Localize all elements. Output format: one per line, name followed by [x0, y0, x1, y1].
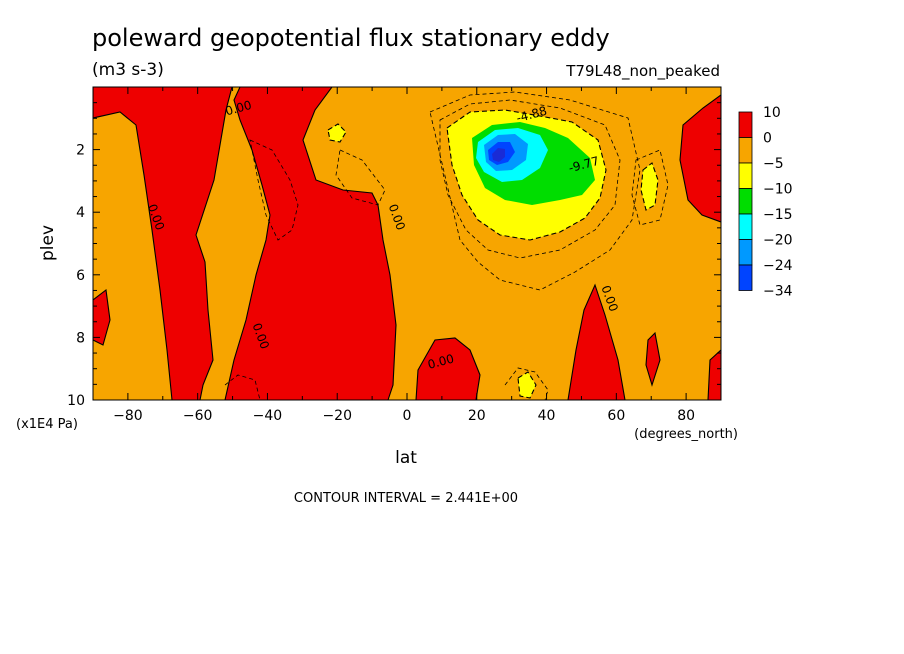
neg-contour-outline-3 — [327, 123, 347, 143]
x-tick-label: −40 — [253, 408, 283, 424]
x-tick-label: −80 — [113, 408, 143, 424]
zero-contour-1 — [93, 87, 233, 400]
neg-contour-outline-1 — [446, 109, 607, 241]
legend-swatch-2 — [738, 137, 753, 164]
neg-contour-outline-2 — [640, 162, 659, 211]
dashed-contour-5 — [631, 149, 669, 226]
legend-swatch-6 — [738, 239, 753, 266]
positive-region-high-lat — [680, 95, 721, 222]
x-tick-label: −20 — [322, 408, 352, 424]
run-label: T79L48_non_peaked — [565, 62, 720, 81]
negative-pocket-west — [328, 124, 346, 142]
positive-region-small — [646, 333, 660, 385]
positive-region-equator — [416, 338, 480, 400]
y-axis-units: (x1E4 Pa) — [16, 417, 78, 432]
positive-region-low-lat — [568, 285, 625, 400]
zero-contour-6 — [93, 288, 111, 346]
contour-labels: 0.000.00 0.000.000.000.00-4.88-9.77 — [145, 98, 621, 372]
zero-contour-7 — [645, 331, 661, 387]
x-tick-label: 60 — [607, 408, 625, 424]
legend-label-7: −24 — [763, 258, 793, 274]
plot-area: 0.000.00 0.000.000.000.00-4.88-9.77 — [93, 87, 721, 400]
contour-interval-text: CONTOUR INTERVAL = 2.441E+00 — [294, 491, 518, 506]
zero-contour-lines — [93, 87, 721, 400]
y-axis: 2 4 6 8 10 — [67, 86, 721, 409]
x-tick-label: −60 — [183, 408, 213, 424]
legend-swatch-5 — [738, 213, 753, 240]
y-tick-label: 8 — [76, 330, 85, 346]
legend-label-3: −5 — [763, 156, 784, 172]
contour-label-1: 0.00 — [224, 98, 253, 118]
zero-contour-4 — [567, 283, 626, 400]
positive-region-central — [225, 87, 396, 400]
zero-contour-2 — [224, 87, 397, 400]
contour-label-6: 0.00 — [426, 351, 455, 371]
y-tick-label: 6 — [76, 268, 85, 284]
dashed-contour-6 — [224, 374, 261, 400]
x-axis-label: lat — [395, 448, 417, 468]
positive-region-corner — [708, 350, 721, 400]
zero-contour-3 — [679, 94, 721, 223]
negative-pocket-north — [641, 163, 658, 210]
positive-region-edge — [93, 290, 110, 345]
legend-swatch-3 — [738, 162, 753, 189]
dashed-contour-1 — [439, 99, 621, 259]
legend-label-8: −34 — [763, 284, 793, 300]
chart-title: poleward geopotential flux stationary ed… — [92, 24, 610, 52]
dashed-contour-2 — [429, 91, 641, 291]
legend: 10 0 −5 −10 −15 −20 −24 −34 — [738, 105, 793, 300]
legend-label-4: −10 — [763, 182, 793, 198]
neg-contour-outline-4 — [517, 371, 537, 399]
x-axis: −80 −60 −40 −20 0 20 40 60 80 — [92, 87, 722, 424]
x-tick-label: 80 — [677, 408, 695, 424]
negative-region-34 — [492, 148, 505, 162]
legend-label-2: 0 — [763, 131, 772, 147]
positive-region-west — [93, 87, 232, 400]
legend-swatch-4 — [738, 188, 753, 215]
y-axis-label: plev — [38, 225, 58, 261]
x-tick-label: 20 — [468, 408, 486, 424]
y-tick-label: 2 — [76, 143, 85, 159]
y-tick-label: 4 — [76, 205, 85, 221]
units-label: (m3 s-3) — [92, 60, 164, 80]
x-tick-label: 40 — [538, 408, 556, 424]
legend-label-1: 10 — [763, 105, 781, 121]
legend-swatch-7 — [738, 264, 753, 291]
x-tick-label: 0 — [403, 408, 412, 424]
y-tick-label: 10 — [67, 393, 85, 409]
x-axis-units: (degrees_north) — [634, 427, 738, 442]
legend-label-6: −20 — [763, 233, 793, 249]
legend-swatch-1 — [738, 111, 753, 138]
dashed-contour-3 — [249, 139, 299, 241]
legend-label-5: −15 — [763, 207, 793, 223]
